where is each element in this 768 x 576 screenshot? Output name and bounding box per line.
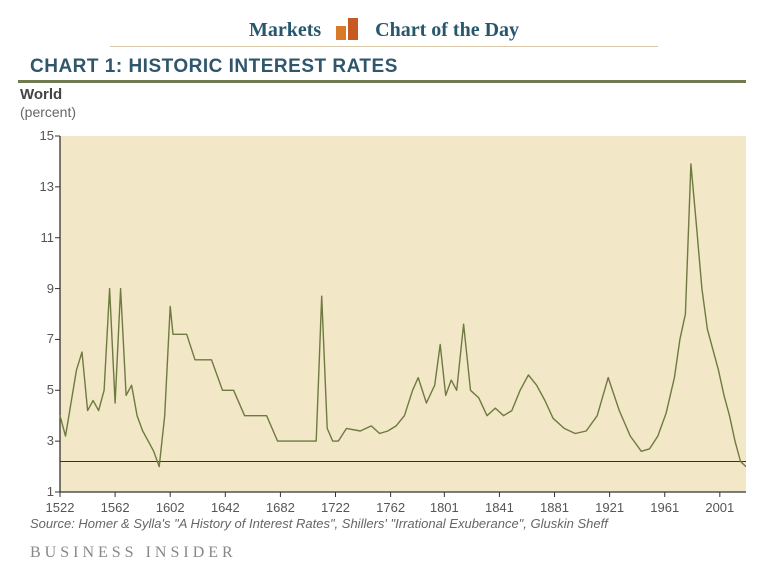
x-tick-label: 2001 xyxy=(705,500,734,515)
x-tick-label: 1881 xyxy=(540,500,569,515)
x-tick-label: 1642 xyxy=(211,500,240,515)
header: Markets Chart of the Day xyxy=(0,18,768,42)
y-tick-label: 9 xyxy=(18,281,54,296)
x-tick-label: 1522 xyxy=(46,500,75,515)
source-text: Source: Homer & Sylla's "A History of In… xyxy=(30,516,608,531)
y-tick-label: 15 xyxy=(18,128,54,143)
chart-card: Markets Chart of the Day CHART 1: HISTOR… xyxy=(0,0,768,576)
x-tick-label: 1682 xyxy=(266,500,295,515)
markets-label: Markets xyxy=(249,19,321,41)
x-tick-label: 1602 xyxy=(156,500,185,515)
y-tick-label: 3 xyxy=(18,433,54,448)
x-tick-label: 1762 xyxy=(376,500,405,515)
x-tick-label: 1841 xyxy=(485,500,514,515)
column-logo-icon xyxy=(336,18,358,40)
y-tick-label: 11 xyxy=(18,230,54,245)
y-tick-label: 7 xyxy=(18,331,54,346)
cotd-label: Chart of the Day xyxy=(375,19,519,41)
chart-subtitle-unit: (percent) xyxy=(20,104,76,120)
header-rule xyxy=(110,46,658,47)
plot-container: 1357911131515221562160216421682172217621… xyxy=(18,132,746,528)
x-tick-label: 1801 xyxy=(430,500,459,515)
chart-svg xyxy=(18,132,746,528)
y-tick-label: 1 xyxy=(18,484,54,499)
brand-logo-text: BUSINESS INSIDER xyxy=(30,544,237,562)
x-tick-label: 1562 xyxy=(101,500,130,515)
chart-title: CHART 1: HISTORIC INTEREST RATES xyxy=(30,56,398,78)
chart-subtitle-bold: World xyxy=(20,86,62,103)
y-tick-label: 13 xyxy=(18,179,54,194)
x-tick-label: 1722 xyxy=(321,500,350,515)
y-tick-label: 5 xyxy=(18,382,54,397)
x-tick-label: 1961 xyxy=(650,500,679,515)
title-underline xyxy=(18,80,746,83)
x-tick-label: 1921 xyxy=(595,500,624,515)
